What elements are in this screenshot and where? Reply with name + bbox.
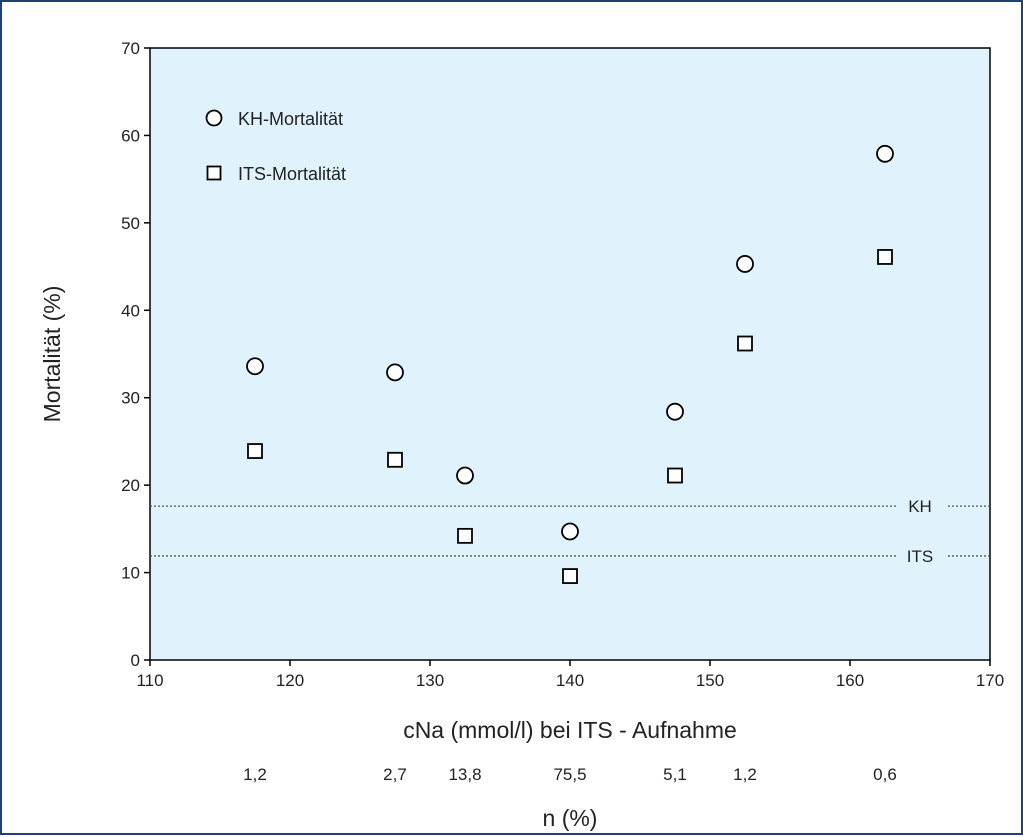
n-percent-value: 13,8 [448,765,481,784]
marker-kh-mortality [456,466,474,485]
x-tick-label: 120 [276,671,304,690]
marker-its-mortality [562,568,578,584]
n-percent-value: 1,2 [733,765,757,784]
n-percent-value: 0,6 [873,765,897,784]
marker-kh-mortality [666,402,684,421]
y-axis-title: Mortalität (%) [39,286,65,423]
marker-its-mortality [737,335,753,352]
data-markers [246,144,894,584]
reference-label-its: ITS [907,547,933,566]
marker-its-mortality [457,527,473,544]
n-percent-value: 2,7 [383,765,407,784]
y-tick-label: 70 [121,39,140,58]
legend: KH-Mortalität ITS-Mortalität [205,109,346,184]
legend-label: ITS-Mortalität [238,164,346,184]
legend-label: KH-Mortalität [238,109,343,129]
y-tick-label: 50 [121,214,140,233]
legend-square-symbol [206,165,222,181]
marker-kh-mortality [246,357,264,376]
marker-kh-mortality [736,255,754,273]
marker-its-mortality [387,451,403,468]
marker-kh-mortality [561,522,579,541]
y-tick-label: 0 [131,651,140,670]
n-percent-value: 1,2 [243,765,267,784]
marker-its-mortality [247,443,263,459]
reference-label-kh: KH [908,497,932,516]
axes: 110 120 130 140 150 160 170 0 10 20 30 40 50 60 70 [121,39,1004,690]
x-tick-label: 170 [976,671,1004,690]
x-tick-label: 160 [836,671,864,690]
n-percent-value: 5,1 [663,765,687,784]
secondary-axis-n-percent: 1,2 2,7 13,8 75,5 5,1 1,2 0,6 [243,765,897,784]
x-axis-title: cNa (mmol/l) bei ITS - Aufnahme [403,717,737,743]
y-tick-label: 30 [121,389,140,408]
x-tick-label: 110 [136,671,163,690]
x-tick-label: 140 [556,671,584,690]
marker-kh-mortality [876,144,894,163]
x-tick-label: 130 [416,671,444,690]
x-tick-label: 150 [696,671,724,690]
legend-circle-symbol [205,109,223,127]
reference-lines: KH ITS [150,497,990,566]
n-percent-value: 75,5 [553,765,586,784]
marker-kh-mortality [386,363,404,382]
y-tick-label: 20 [121,476,140,495]
marker-its-mortality [877,249,893,265]
marker-its-mortality [667,467,683,484]
y-tick-label: 60 [121,126,140,145]
y-tick-label: 10 [121,564,140,583]
secondary-axis-title: n (%) [543,805,598,831]
plot-area [149,47,991,661]
y-tick-label: 40 [121,301,140,320]
